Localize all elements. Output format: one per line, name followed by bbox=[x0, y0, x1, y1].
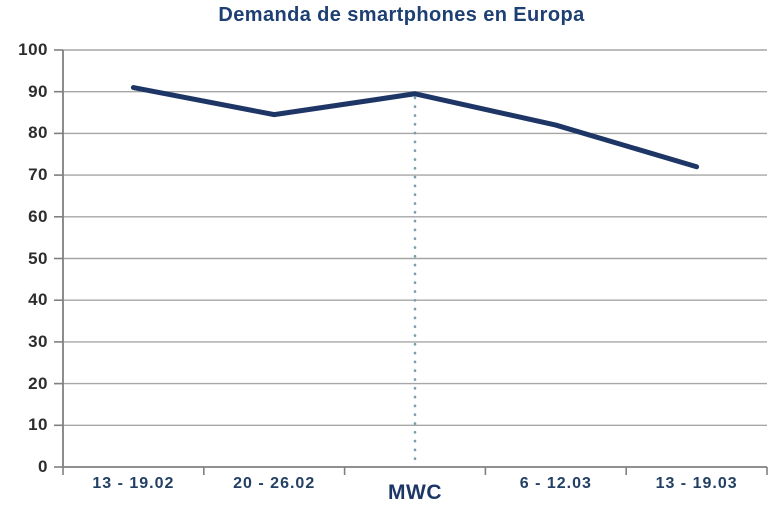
y-tick-label: 20 bbox=[28, 373, 48, 393]
x-tick-label: 13 - 19.02 bbox=[92, 475, 175, 492]
y-tick-label: 50 bbox=[28, 248, 48, 268]
demand-line-series bbox=[130, 85, 700, 170]
y-tick-label: 60 bbox=[28, 206, 48, 226]
x-tick-label: 6 - 12.03 bbox=[519, 475, 592, 492]
y-tick-label: 40 bbox=[28, 290, 48, 310]
y-tick-label: 0 bbox=[38, 457, 48, 476]
x-tick-label-mwc: MWC bbox=[388, 481, 442, 504]
y-tick-label: 30 bbox=[28, 331, 48, 351]
y-tick-label: 70 bbox=[28, 165, 48, 185]
y-tick-label: 80 bbox=[28, 123, 48, 143]
y-tick-label: 10 bbox=[28, 415, 48, 435]
y-tick-label: 90 bbox=[28, 81, 48, 101]
y-tick-label: 100 bbox=[18, 40, 48, 59]
x-tick-label: 20 - 26.02 bbox=[233, 475, 316, 492]
x-tick-label: 13 - 19.03 bbox=[655, 475, 738, 492]
chart-title: Demanda de smartphones en Europa bbox=[218, 4, 585, 26]
